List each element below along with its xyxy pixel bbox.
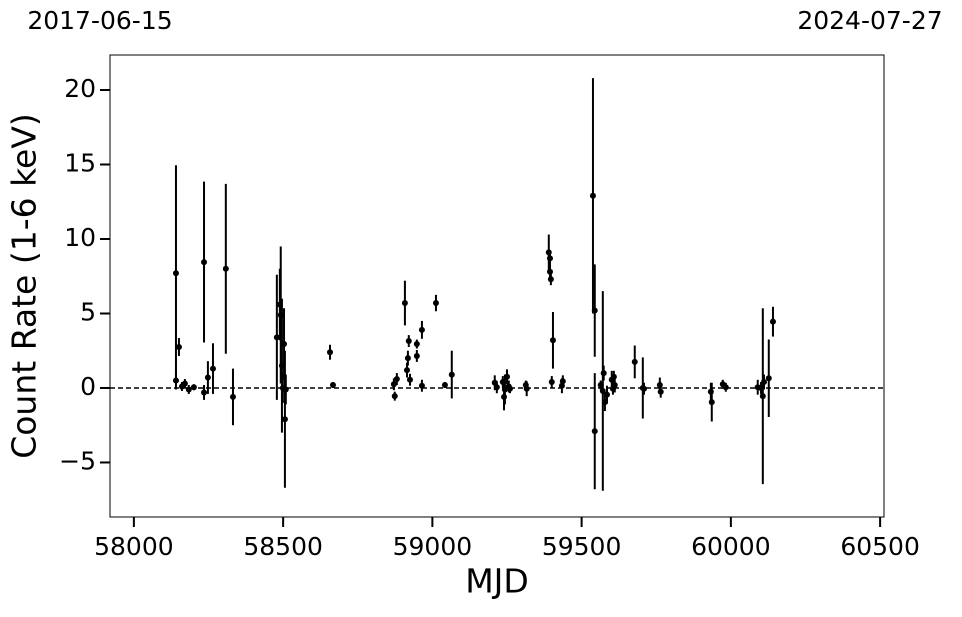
y-axis-label: Count Rate (1-6 keV) (5, 113, 44, 459)
plot-frame (109, 54, 885, 518)
data-point (281, 416, 288, 423)
data-point (175, 344, 182, 351)
data-point (765, 375, 772, 382)
data-point (405, 338, 412, 345)
data-point (404, 367, 411, 374)
data-point (761, 379, 768, 386)
data-point (406, 376, 413, 383)
data-point (657, 388, 664, 395)
data-point (589, 192, 596, 199)
y-tick-label: 0 (80, 372, 96, 401)
data-point (326, 349, 333, 356)
x-tick-label: 60000 (691, 532, 771, 561)
data-point (603, 391, 610, 398)
data-point (172, 270, 179, 277)
data-point (222, 265, 229, 272)
data-point (329, 382, 336, 388)
data-point (281, 341, 288, 348)
data-point (631, 358, 638, 365)
y-tick-label: 10 (64, 223, 96, 252)
data-point (611, 382, 618, 388)
data-point (441, 382, 448, 388)
x-tick-label: 59000 (393, 532, 473, 561)
data-point (181, 380, 188, 387)
data-point (549, 337, 556, 344)
data-point (722, 384, 729, 391)
data-point (432, 300, 439, 307)
x-axis-label: MJD (465, 562, 529, 601)
data-point (273, 334, 280, 341)
data-point (229, 393, 236, 400)
data-point (393, 376, 400, 383)
data-point (390, 381, 397, 388)
end-date: 2024-07-27 (797, 6, 942, 35)
data-point (201, 389, 208, 396)
data-point (769, 318, 776, 325)
data-point (591, 428, 598, 435)
data-point (404, 355, 411, 362)
start-date: 2017-06-15 (27, 6, 172, 35)
data-point (185, 386, 192, 393)
x-tick-label: 59500 (542, 532, 622, 561)
data-point (523, 385, 530, 392)
data-point (448, 371, 455, 378)
data-point (591, 307, 598, 314)
y-tick-label: 15 (64, 149, 96, 178)
data-point (708, 399, 715, 406)
data-point (503, 373, 510, 380)
data-point (282, 386, 289, 393)
y-tick-label: 5 (80, 297, 96, 326)
data-point (547, 276, 554, 283)
data-point (418, 326, 425, 333)
data-point (391, 393, 398, 400)
data-point (413, 352, 420, 359)
data-point (559, 378, 566, 385)
data-point (641, 385, 648, 392)
data-point (546, 255, 553, 262)
data-point (599, 387, 606, 394)
x-tick-label: 58000 (94, 532, 174, 561)
data-point (418, 382, 425, 389)
data-point (413, 341, 420, 348)
x-tick-label: 58500 (243, 532, 323, 561)
data-point (172, 377, 179, 384)
data-point (506, 385, 513, 392)
data-point (190, 384, 197, 391)
data-point (209, 365, 216, 372)
y-tick-label: −5 (59, 446, 96, 475)
data-point (600, 370, 607, 377)
data-point (401, 300, 408, 307)
data-point (548, 379, 555, 386)
y-tick-label: 20 (64, 74, 96, 103)
x-tick-label: 60500 (840, 532, 920, 561)
data-point (204, 374, 211, 381)
data-point (759, 393, 766, 400)
data-point (493, 384, 500, 391)
data-point (201, 259, 208, 266)
